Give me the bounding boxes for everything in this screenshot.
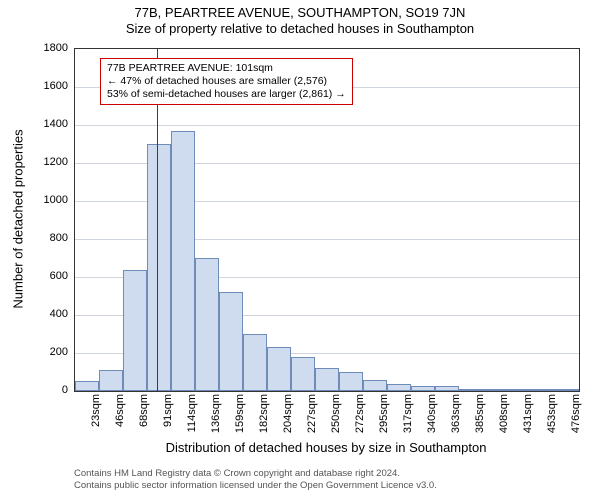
histogram-bar xyxy=(267,347,291,391)
page-subtitle: Size of property relative to detached ho… xyxy=(0,22,600,36)
histogram-bar xyxy=(315,368,339,391)
grid-line xyxy=(75,125,579,126)
histogram-bar xyxy=(339,372,363,391)
x-tick-label: 136sqm xyxy=(210,394,222,433)
histogram-bar xyxy=(171,131,195,391)
histogram-bar xyxy=(147,144,171,391)
chart-container: 77B, PEARTREE AVENUE, SOUTHAMPTON, SO19 … xyxy=(0,0,600,500)
x-tick-label: 340sqm xyxy=(426,394,438,433)
annotation-line-2: ← 47% of detached houses are smaller (2,… xyxy=(107,75,346,88)
histogram-bar xyxy=(459,389,483,391)
x-tick-label: 204sqm xyxy=(282,394,294,433)
x-tick-label: 159sqm xyxy=(234,394,246,433)
page-title: 77B, PEARTREE AVENUE, SOUTHAMPTON, SO19 … xyxy=(0,6,600,20)
y-tick-label: 0 xyxy=(0,384,68,396)
x-tick-label: 431sqm xyxy=(522,394,534,433)
attribution-line-1: Contains HM Land Registry data © Crown c… xyxy=(74,468,437,480)
x-tick-label: 295sqm xyxy=(378,394,390,433)
y-tick-label: 400 xyxy=(0,308,68,320)
histogram-bar xyxy=(387,384,411,391)
annotation-box: 77B PEARTREE AVENUE: 101sqm ← 47% of det… xyxy=(100,58,353,105)
y-axis-label: Number of detached properties xyxy=(11,129,26,308)
histogram-bar xyxy=(555,389,579,391)
x-tick-label: 227sqm xyxy=(306,394,318,433)
x-axis-label: Distribution of detached houses by size … xyxy=(166,440,487,455)
x-tick-label: 272sqm xyxy=(354,394,366,433)
histogram-bar xyxy=(219,292,243,391)
histogram-bar xyxy=(195,258,219,391)
histogram-bar xyxy=(531,389,555,391)
x-tick-label: 453sqm xyxy=(546,394,558,433)
histogram-bar xyxy=(291,357,315,391)
x-tick-label: 408sqm xyxy=(498,394,510,433)
attribution-line-2: Contains public sector information licen… xyxy=(74,480,437,492)
attribution: Contains HM Land Registry data © Crown c… xyxy=(74,468,437,492)
histogram-bar xyxy=(243,334,267,391)
histogram-bar xyxy=(435,386,459,391)
histogram-bar xyxy=(411,386,435,391)
annotation-line-3: 53% of semi-detached houses are larger (… xyxy=(107,88,346,101)
x-tick-label: 23sqm xyxy=(90,394,102,427)
y-tick-label: 200 xyxy=(0,346,68,358)
x-tick-label: 91sqm xyxy=(162,394,174,427)
x-tick-label: 46sqm xyxy=(114,394,126,427)
x-tick-label: 114sqm xyxy=(186,394,198,432)
histogram-bar xyxy=(75,381,99,391)
x-tick-label: 182sqm xyxy=(258,394,270,433)
x-tick-label: 476sqm xyxy=(570,394,582,433)
y-tick-label: 1800 xyxy=(0,42,68,54)
histogram-bar xyxy=(483,389,507,391)
x-tick-label: 363sqm xyxy=(450,394,462,433)
x-tick-label: 385sqm xyxy=(474,394,486,433)
x-tick-label: 250sqm xyxy=(330,394,342,433)
histogram-bar xyxy=(123,270,147,391)
histogram-bar xyxy=(363,380,387,391)
x-tick-label: 68sqm xyxy=(138,394,150,427)
y-tick-label: 1600 xyxy=(0,80,68,92)
histogram-bar xyxy=(99,370,123,391)
histogram-bar xyxy=(507,389,531,391)
x-tick-label: 317sqm xyxy=(402,394,414,433)
annotation-line-1: 77B PEARTREE AVENUE: 101sqm xyxy=(107,62,346,75)
y-tick-label: 1400 xyxy=(0,118,68,130)
